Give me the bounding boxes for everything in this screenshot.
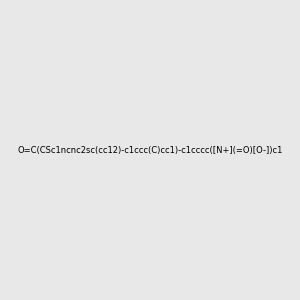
- Text: O=C(CSc1ncnc2sc(cc12)-c1ccc(C)cc1)-c1cccc([N+](=O)[O-])c1: O=C(CSc1ncnc2sc(cc12)-c1ccc(C)cc1)-c1ccc…: [17, 146, 283, 154]
